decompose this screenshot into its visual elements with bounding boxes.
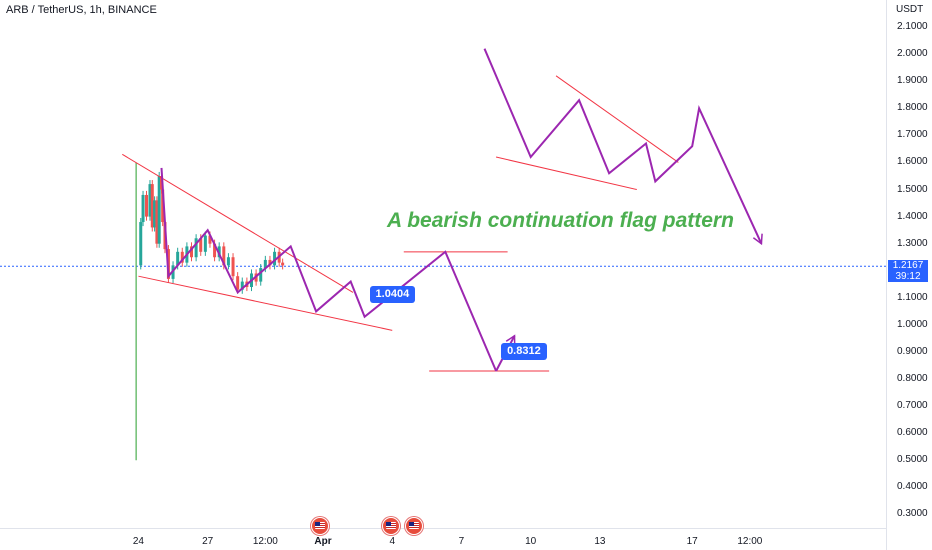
candle-body xyxy=(176,251,180,266)
trendline xyxy=(495,156,637,191)
pattern-title: A bearish continuation flag pattern xyxy=(387,209,734,232)
candle-body xyxy=(213,243,217,258)
candle-body xyxy=(263,259,267,269)
candle-body xyxy=(203,235,207,252)
time-tick-label: 27 xyxy=(202,536,214,547)
candle-body xyxy=(157,176,161,244)
time-tick-label: 12:00 xyxy=(737,536,763,547)
candle-body xyxy=(208,235,212,244)
candle-body xyxy=(194,238,198,258)
trendline xyxy=(122,153,354,293)
price-tick-label: 1.9000 xyxy=(897,75,928,87)
price-tick-label: 1.1000 xyxy=(897,291,928,303)
price-tick-label: 0.5000 xyxy=(897,454,928,466)
candle-body xyxy=(226,257,230,266)
price-axis-border xyxy=(886,0,887,550)
candle-body xyxy=(139,222,143,266)
candle-body xyxy=(240,281,244,290)
price-tick-label: 0.8000 xyxy=(897,373,928,385)
trendlines-group xyxy=(122,75,679,372)
time-tick-label: 10 xyxy=(525,536,537,547)
candle-body xyxy=(236,276,240,290)
price-tick-label: 1.7000 xyxy=(897,129,928,141)
time-tick-label: 12:00 xyxy=(252,536,278,547)
price-tick-label: 0.7000 xyxy=(897,400,928,412)
price-tick-label: 1.8000 xyxy=(897,102,928,114)
candle-body xyxy=(281,262,285,266)
projection-path xyxy=(160,167,498,372)
price-tick-label: 1.4000 xyxy=(897,210,928,222)
candle-body xyxy=(148,184,152,217)
us-flag-event-icon[interactable] xyxy=(382,517,400,535)
projection-path xyxy=(483,48,763,245)
price-tick-label: 0.3000 xyxy=(897,508,928,520)
price-callout[interactable]: 1.0404 xyxy=(369,285,416,303)
time-tick-label: 4 xyxy=(389,536,396,547)
candles-group xyxy=(139,171,285,294)
time-tick-label: Apr xyxy=(314,536,332,547)
up-arrowhead xyxy=(505,334,516,346)
candle-body xyxy=(259,268,263,282)
price-callout[interactable]: 0.8312 xyxy=(501,342,547,360)
candle-body xyxy=(150,184,154,228)
symbol-header[interactable]: ARB / TetherUS, 1h, BINANCE xyxy=(6,4,157,16)
down-arrowhead xyxy=(752,233,763,246)
candle-body xyxy=(155,200,159,244)
candle-body xyxy=(268,259,272,266)
bar-countdown: 39:12 xyxy=(895,271,921,283)
us-flag-event-icon[interactable] xyxy=(311,517,329,535)
trendline xyxy=(138,275,393,331)
price-tick-label: 2.0000 xyxy=(897,48,928,60)
time-tick-label: 24 xyxy=(132,536,144,547)
price-tick-label: 1.6000 xyxy=(897,156,928,168)
us-flag-event-icon[interactable] xyxy=(405,517,423,535)
price-tick-label: 2.1000 xyxy=(897,21,928,33)
candle-body xyxy=(199,238,203,252)
time-tick-label: 17 xyxy=(686,536,698,547)
time-tick-label: 7 xyxy=(458,536,465,547)
candle-body xyxy=(231,257,235,277)
price-unit-label: USDT xyxy=(896,4,924,15)
price-tick-label: 0.4000 xyxy=(897,481,928,493)
time-tick-label: 13 xyxy=(594,536,606,547)
candle-body xyxy=(145,194,149,217)
price-tick-label: 1.0000 xyxy=(897,318,928,330)
price-tick-label: 1.5000 xyxy=(897,183,928,195)
current-price-badge: 1.2167 39:12 xyxy=(888,260,928,283)
candle-body xyxy=(153,200,157,228)
candle-body xyxy=(180,251,184,263)
time-axis-border xyxy=(0,528,886,529)
price-tick-label: 1.3000 xyxy=(897,237,928,249)
price-tick-label: 0.9000 xyxy=(897,346,928,357)
candle-body xyxy=(141,194,145,223)
candle-body xyxy=(222,246,226,266)
trendline xyxy=(555,75,679,163)
current-price-value: 1.2167 xyxy=(892,260,924,272)
candle-body xyxy=(161,189,165,223)
candle-body xyxy=(190,246,194,258)
price-tick-label: 0.6000 xyxy=(897,427,928,439)
candle-body xyxy=(273,251,277,266)
